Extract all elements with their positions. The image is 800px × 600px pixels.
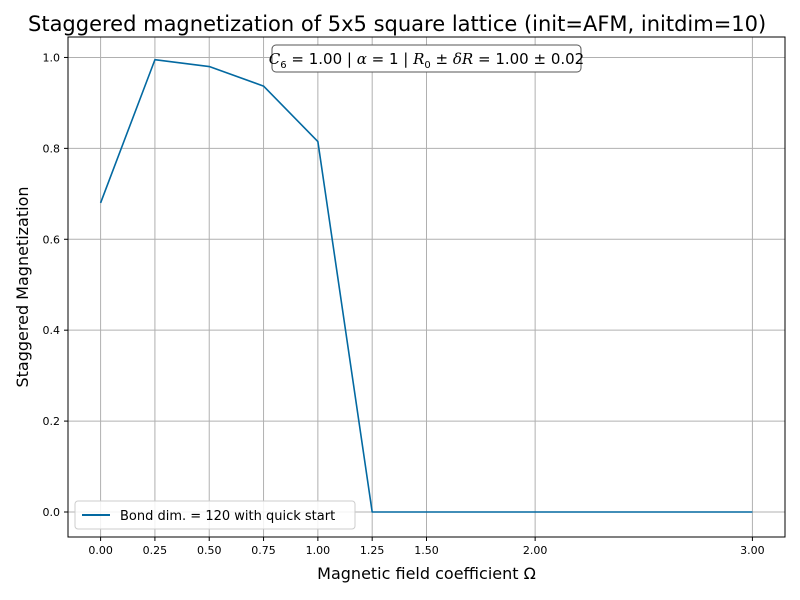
series-layer xyxy=(99,58,753,513)
legend-label: Bond dim. = 120 with quick start xyxy=(120,509,335,524)
x-tick-label: 0.00 xyxy=(88,544,113,557)
series-line xyxy=(99,58,753,513)
x-tick-label: 1.50 xyxy=(414,544,439,557)
axis-ticks: 0.00 0.25 0.50 0.75 1.00 1.25 1.50 2.00 3.00 0.0 0… xyxy=(43,51,765,557)
y-tick-label: 0.0 xyxy=(43,506,61,519)
legend-frame xyxy=(74,500,356,530)
annotation-box-frame xyxy=(271,44,582,73)
y-tick-label: 1.0 xyxy=(43,51,61,64)
legend: Bond dim. = 120 with quick start xyxy=(74,500,356,530)
x-tick-label: 1.00 xyxy=(306,544,331,557)
grid xyxy=(68,37,785,537)
y-tick-label: 0.4 xyxy=(43,324,61,337)
x-tick-label: 3.00 xyxy=(740,544,765,557)
annotation-text: C6 = 1.00 | α = 1 | R0 ± δR = 1.00 ± 0.0… xyxy=(269,50,584,71)
x-tick-label: 1.25 xyxy=(360,544,385,557)
y-tick-label: 0.2 xyxy=(43,415,61,428)
x-tick-label: 0.25 xyxy=(143,544,168,557)
parameter-annotation: C6 = 1.00 | α = 1 | R0 ± δR = 1.00 ± 0.0… xyxy=(269,44,584,73)
x-tick-label: 2.00 xyxy=(523,544,548,557)
y-tick-label: 0.8 xyxy=(43,142,61,155)
chart-title: Staggered magnetization of 5x5 square la… xyxy=(28,12,766,36)
x-axis-label: Magnetic field coefficient Ω xyxy=(317,564,536,583)
x-tick-label: 0.50 xyxy=(197,544,222,557)
x-tick-label: 0.75 xyxy=(251,544,276,557)
y-axis-label: Staggered Magnetization xyxy=(13,186,32,387)
y-tick-label: 0.6 xyxy=(43,233,61,246)
